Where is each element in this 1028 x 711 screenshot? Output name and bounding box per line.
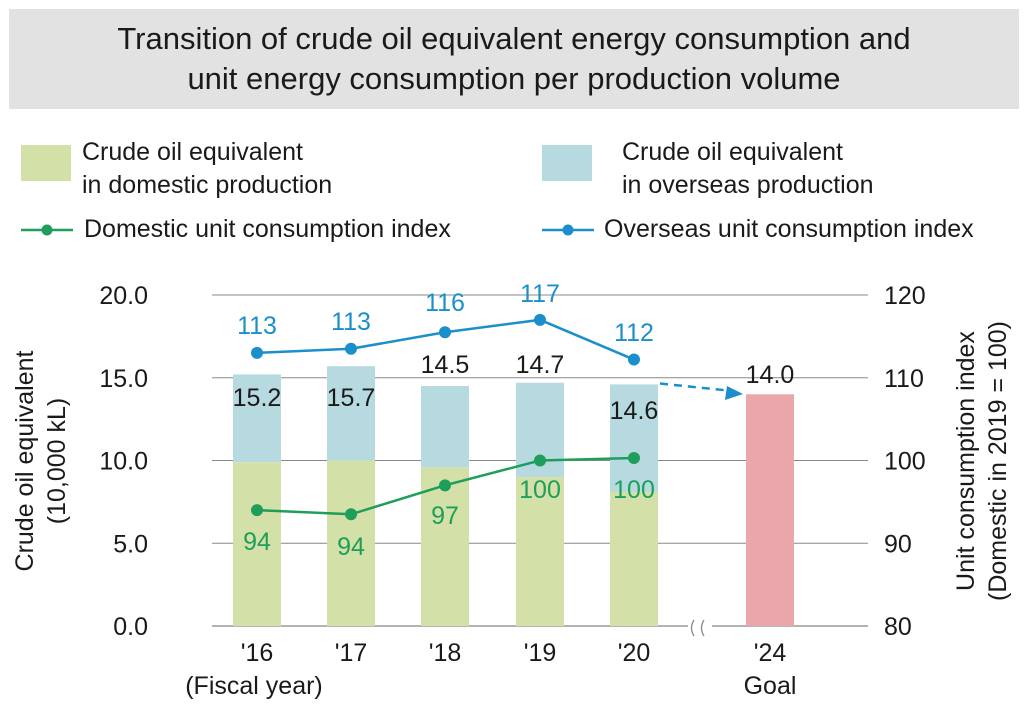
left-tick-label: 15.0 bbox=[99, 365, 148, 393]
right-tick-label: 120 bbox=[884, 282, 926, 310]
overseas-index-point bbox=[534, 313, 546, 326]
axis-break-icon bbox=[690, 619, 705, 637]
goal-arrow-line bbox=[659, 382, 727, 392]
left-axis-title-line: (10,000 kL) bbox=[43, 398, 71, 524]
legend-domestic-swatch bbox=[21, 145, 71, 181]
x-axis-note: (Fiscal year) bbox=[185, 672, 323, 700]
left-axis-title: Crude oil equivalent (10,000 kL) bbox=[11, 350, 71, 571]
bar-total-label: 14.5 bbox=[421, 351, 470, 379]
bar-total-label: 14.6 bbox=[610, 397, 659, 425]
domestic-index-label: 94 bbox=[243, 528, 271, 556]
x-tick-label: '18 bbox=[429, 639, 462, 667]
bar-overseas bbox=[233, 374, 281, 463]
bar-domestic bbox=[516, 477, 564, 626]
left-axis-title-line: Crude oil equivalent bbox=[11, 350, 39, 571]
left-tick-label: 0.0 bbox=[113, 613, 148, 641]
bar-domestic bbox=[233, 462, 281, 626]
bar-total-label: 14.7 bbox=[516, 351, 565, 379]
bar-domestic bbox=[421, 467, 469, 626]
legend-overseas-label: Crude oil equivalent in overseas product… bbox=[622, 138, 874, 199]
domestic-index-label: 100 bbox=[613, 476, 655, 504]
chart-title-line2: unit energy consumption per production v… bbox=[187, 61, 841, 96]
x-tick-label: '20 bbox=[618, 639, 651, 667]
domestic-index-point bbox=[628, 452, 640, 465]
overseas-index-point bbox=[628, 353, 640, 366]
bar-total-label: 15.7 bbox=[327, 384, 376, 412]
overseas-index-label: 113 bbox=[331, 308, 371, 336]
domestic-index-point bbox=[534, 454, 546, 467]
bar-domestic bbox=[327, 460, 375, 626]
legend-domestic-index-label: Domestic unit consumption index bbox=[84, 215, 451, 243]
left-tick-label: 10.0 bbox=[99, 448, 148, 476]
overseas-index-label: 112 bbox=[614, 319, 654, 347]
right-axis-title: Unit consumption index (Domestic in 2019 … bbox=[952, 321, 1012, 601]
overseas-index-point bbox=[345, 342, 357, 355]
domestic-index-point bbox=[251, 504, 263, 517]
chart-title: Transition of crude oil equivalent energ… bbox=[9, 9, 1019, 109]
right-tick-label: 100 bbox=[884, 448, 926, 476]
overseas-index-point bbox=[251, 346, 263, 359]
right-axis-title-line: (Domestic in 2019 = 100) bbox=[984, 321, 1012, 601]
domestic-index-point bbox=[345, 508, 357, 521]
x-tick-label: '19 bbox=[524, 639, 557, 667]
domestic-index-label: 97 bbox=[431, 502, 459, 530]
bar-overseas bbox=[421, 386, 469, 468]
bar-goal bbox=[746, 394, 794, 626]
bar-overseas bbox=[327, 366, 375, 461]
goal-category-label: Goal bbox=[744, 672, 797, 700]
goal-arrowhead-icon bbox=[725, 386, 743, 400]
overseas-index-label: 117 bbox=[520, 280, 560, 308]
chart-title-line1: Transition of crude oil equivalent energ… bbox=[117, 21, 911, 56]
x-tick-label: '16 bbox=[241, 639, 274, 667]
legend-domestic-label: Crude oil equivalent in domestic product… bbox=[82, 138, 333, 199]
right-tick-label: 110 bbox=[884, 365, 924, 393]
legend-overseas-index-label: Overseas unit consumption index bbox=[604, 215, 974, 243]
x-tick-label: '24 bbox=[754, 639, 787, 667]
x-tick-label: '17 bbox=[335, 639, 368, 667]
left-tick-label: 20.0 bbox=[99, 282, 148, 310]
domestic-index-point bbox=[439, 479, 451, 492]
overseas-index-label: 113 bbox=[237, 312, 277, 340]
bar-domestic bbox=[610, 491, 658, 626]
left-tick-label: 5.0 bbox=[113, 530, 148, 558]
overseas-index-point bbox=[439, 326, 451, 339]
domestic-index-label: 94 bbox=[337, 533, 365, 561]
bar-total-label: 15.2 bbox=[233, 384, 282, 412]
right-tick-label: 80 bbox=[884, 613, 912, 641]
legend-overseas-swatch bbox=[542, 145, 592, 181]
overseas-index-label: 116 bbox=[425, 289, 465, 317]
right-axis-title-line: Unit consumption index bbox=[952, 331, 980, 591]
bar-overseas bbox=[610, 384, 658, 492]
goal-value-label: 14.0 bbox=[746, 361, 795, 389]
right-tick-label: 90 bbox=[884, 530, 912, 558]
domestic-index-label: 100 bbox=[519, 476, 561, 504]
